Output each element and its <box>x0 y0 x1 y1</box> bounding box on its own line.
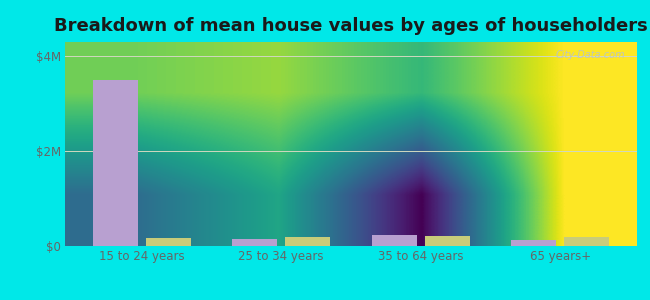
Bar <box>564 236 609 246</box>
Bar <box>285 237 330 246</box>
Title: Breakdown of mean house values by ages of householders: Breakdown of mean house values by ages o… <box>54 17 648 35</box>
Bar <box>146 238 190 246</box>
Bar <box>425 236 469 246</box>
Text: City-Data.com: City-Data.com <box>556 50 625 60</box>
Bar <box>93 80 138 246</box>
Bar <box>233 239 277 246</box>
Bar <box>512 240 556 246</box>
Bar <box>372 235 417 246</box>
